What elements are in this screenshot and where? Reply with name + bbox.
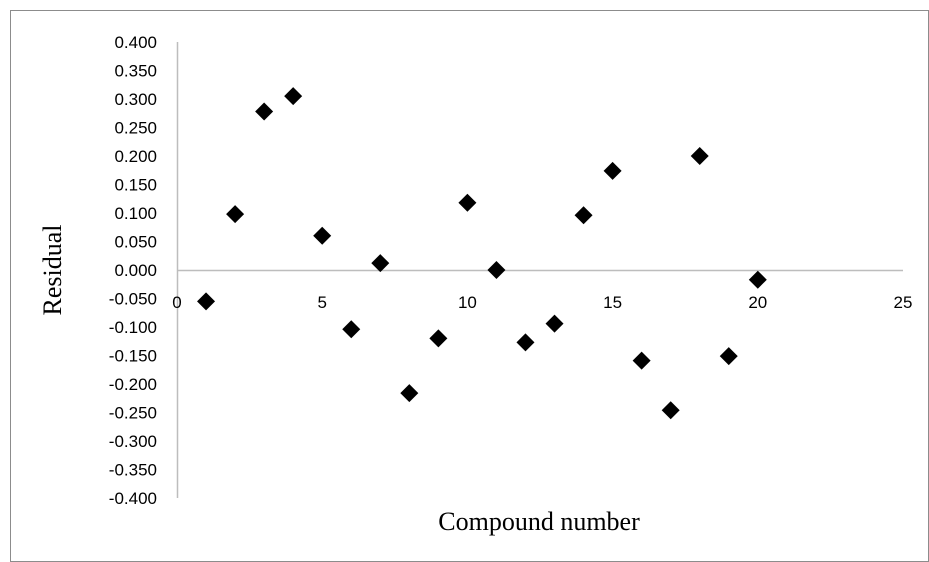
y-tick-label: -0.250 xyxy=(109,404,157,423)
data-point xyxy=(516,333,535,352)
x-axis-title: Compound number xyxy=(438,507,640,536)
data-point xyxy=(690,147,709,165)
x-tick-labels: 0 5 10 15 20 25 xyxy=(172,293,912,312)
y-tick-label: -0.350 xyxy=(109,461,157,480)
data-point xyxy=(574,206,593,225)
y-tick-label: -0.400 xyxy=(109,489,157,508)
data-point xyxy=(458,193,477,212)
y-tick-label: 0.300 xyxy=(114,90,157,109)
y-axis-title: Residual xyxy=(38,225,67,316)
data-point xyxy=(255,102,274,121)
data-point xyxy=(226,205,245,224)
x-tick-label: 10 xyxy=(458,293,477,312)
x-tick-label: 15 xyxy=(603,293,622,312)
y-tick-label: 0.150 xyxy=(114,176,157,195)
y-tick-label: -0.050 xyxy=(109,290,157,309)
data-point xyxy=(632,351,651,370)
data-point xyxy=(400,384,419,403)
data-point xyxy=(197,292,216,311)
y-tick-label: 0.050 xyxy=(114,233,157,252)
data-point xyxy=(371,254,390,273)
y-tick-label: 0.100 xyxy=(114,204,157,223)
data-point xyxy=(661,401,680,420)
y-tick-label: -0.300 xyxy=(109,432,157,451)
y-tick-label: 0.400 xyxy=(114,33,157,52)
chart-frame xyxy=(10,10,929,562)
y-tick-label: 0.350 xyxy=(114,62,157,81)
x-tick-label: 25 xyxy=(894,293,913,312)
x-tick-label: 0 xyxy=(172,293,181,312)
data-point xyxy=(429,329,448,348)
y-tick-label: -0.100 xyxy=(109,318,157,337)
data-points xyxy=(197,87,767,420)
data-point xyxy=(487,261,506,279)
y-tick-label: 0.000 xyxy=(114,261,157,280)
y-tick-labels: 0.400 0.350 0.300 0.250 0.200 0.150 0.100 0.050… xyxy=(109,33,157,508)
y-tick-label: 0.250 xyxy=(114,119,157,138)
data-point xyxy=(719,347,738,366)
x-tick-label: 20 xyxy=(748,293,767,312)
data-point xyxy=(284,87,303,106)
data-point xyxy=(603,161,622,180)
y-tick-label: 0.200 xyxy=(114,147,157,166)
y-tick-label: -0.200 xyxy=(109,375,157,394)
data-point xyxy=(545,314,564,333)
y-tick-label: -0.150 xyxy=(109,347,157,366)
data-point xyxy=(748,270,767,289)
x-tick-label: 5 xyxy=(317,293,326,312)
data-point xyxy=(313,226,332,245)
data-point xyxy=(342,320,361,339)
